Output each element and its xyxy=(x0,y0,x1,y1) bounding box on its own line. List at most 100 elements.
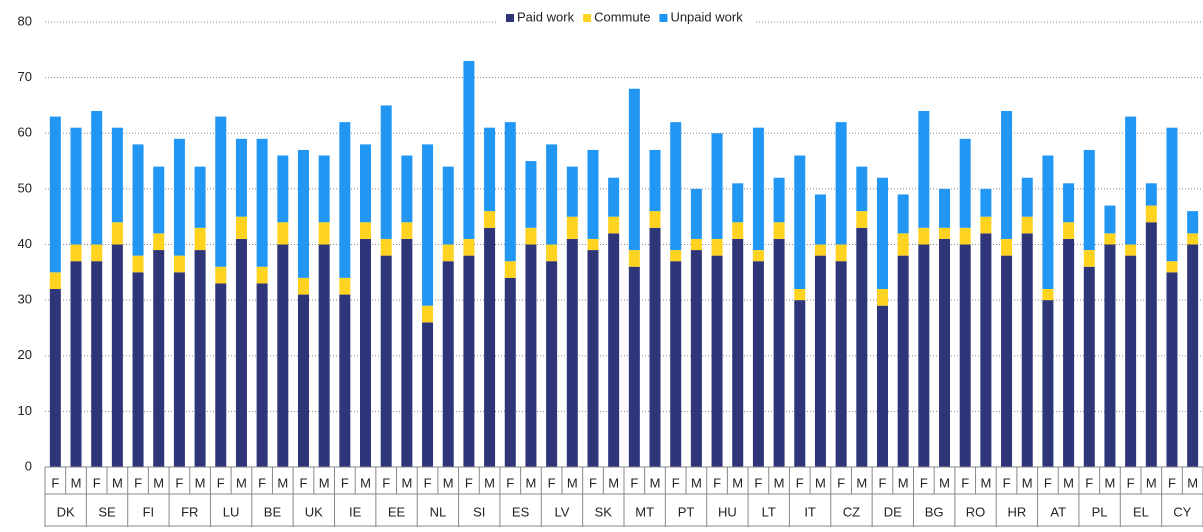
bar-segment xyxy=(442,166,454,245)
y-tick-label: 0 xyxy=(25,458,32,473)
x-tick-label: M xyxy=(939,475,950,490)
x-tick-label: M xyxy=(815,475,826,490)
group-label: CZ xyxy=(843,504,860,519)
bar-segment xyxy=(773,222,785,239)
bar-segment xyxy=(628,250,640,267)
bar-segment xyxy=(918,244,930,467)
bar-segment xyxy=(587,238,599,251)
y-tick-label: 80 xyxy=(18,13,32,28)
bar-segment xyxy=(153,166,165,234)
bar-segment xyxy=(814,244,826,256)
bar-segment xyxy=(297,149,309,278)
legend-label: Paid work xyxy=(517,9,575,24)
bar-segment xyxy=(546,144,558,245)
bar-segment xyxy=(876,289,888,306)
x-tick-label: M xyxy=(71,475,82,490)
bar-segment xyxy=(153,250,165,467)
bar-segment xyxy=(504,122,516,262)
bar-segment xyxy=(91,244,103,262)
group-label: LT xyxy=(762,504,776,519)
bar-segment xyxy=(70,261,82,467)
x-tick-label: F xyxy=(506,475,514,490)
bar-segment xyxy=(608,177,620,217)
bar-segment xyxy=(504,277,516,467)
bar-segment xyxy=(690,188,702,239)
bar-segment xyxy=(1145,205,1157,223)
bar-segment xyxy=(1125,244,1137,256)
bar-segment xyxy=(959,227,971,245)
x-tick-label: M xyxy=(153,475,164,490)
x-tick-label: M xyxy=(195,475,206,490)
bar-segment xyxy=(608,233,620,467)
bar-segment xyxy=(670,261,682,467)
bar-segment xyxy=(173,138,185,256)
x-tick-label: F xyxy=(589,475,597,490)
bar-segment xyxy=(422,322,434,467)
x-tick-label: F xyxy=(961,475,969,490)
x-tick-label: M xyxy=(1022,475,1033,490)
legend-background xyxy=(498,8,756,28)
bar-segment xyxy=(442,244,454,262)
bar-segment xyxy=(194,227,206,251)
y-tick-label: 40 xyxy=(18,236,32,251)
bar-segment xyxy=(360,144,372,223)
x-tick-label: F xyxy=(713,475,721,490)
x-tick-label: F xyxy=(920,475,928,490)
bar-segment xyxy=(91,111,103,245)
bar-segment xyxy=(380,255,392,467)
bar-segment xyxy=(1042,300,1054,467)
legend-label: Unpaid work xyxy=(670,9,743,24)
x-tick-label: F xyxy=(175,475,183,490)
bar-segment xyxy=(463,238,475,256)
bar-segment xyxy=(1063,238,1075,467)
bar-segment xyxy=(153,233,165,251)
bar-segment xyxy=(422,305,434,323)
bar-segment xyxy=(711,255,723,467)
bar-segment xyxy=(1125,116,1137,245)
x-tick-label: F xyxy=(1127,475,1135,490)
bar-segment xyxy=(1001,238,1013,256)
x-tick-label: M xyxy=(856,475,867,490)
group-label: PT xyxy=(678,504,695,519)
bar-segment xyxy=(360,238,372,467)
x-tick-label: M xyxy=(1105,475,1116,490)
bar-segment xyxy=(463,60,475,239)
bar-segment xyxy=(401,238,413,467)
bar-segment xyxy=(256,266,268,284)
bar-segment xyxy=(339,122,351,278)
bar-segment xyxy=(463,255,475,467)
bar-segment xyxy=(1104,244,1116,467)
bar-segment xyxy=(173,272,185,467)
x-tick-label: M xyxy=(112,475,123,490)
group-label: HR xyxy=(1008,504,1027,519)
bar-segment xyxy=(794,289,806,301)
bar-segment xyxy=(215,266,227,284)
x-tick-label: M xyxy=(567,475,578,490)
bar-segment xyxy=(566,216,578,239)
x-tick-label: M xyxy=(691,475,702,490)
bar-segment xyxy=(1063,222,1075,239)
bar-segment xyxy=(1021,233,1033,467)
bar-segment xyxy=(587,149,599,239)
x-tick-label: M xyxy=(732,475,743,490)
y-tick-label: 10 xyxy=(18,403,32,418)
bar-segment xyxy=(1166,261,1178,273)
bar-segment xyxy=(1001,255,1013,467)
bar-segment xyxy=(1042,155,1054,289)
bar-segment xyxy=(752,261,764,467)
x-tick-label: F xyxy=(1085,475,1093,490)
bar-segment xyxy=(380,238,392,256)
bar-segment xyxy=(360,222,372,239)
bar-segment xyxy=(690,238,702,251)
group-label: FR xyxy=(181,504,198,519)
bar-segment xyxy=(897,233,909,256)
bar-segment xyxy=(132,272,144,467)
bar-segment xyxy=(401,155,413,223)
bar-segment xyxy=(1125,255,1137,467)
bar-segment xyxy=(339,294,351,467)
x-tick-label: F xyxy=(879,475,887,490)
bar-segment xyxy=(132,255,144,273)
group-label: DK xyxy=(57,504,75,519)
bar-segment xyxy=(49,116,61,273)
